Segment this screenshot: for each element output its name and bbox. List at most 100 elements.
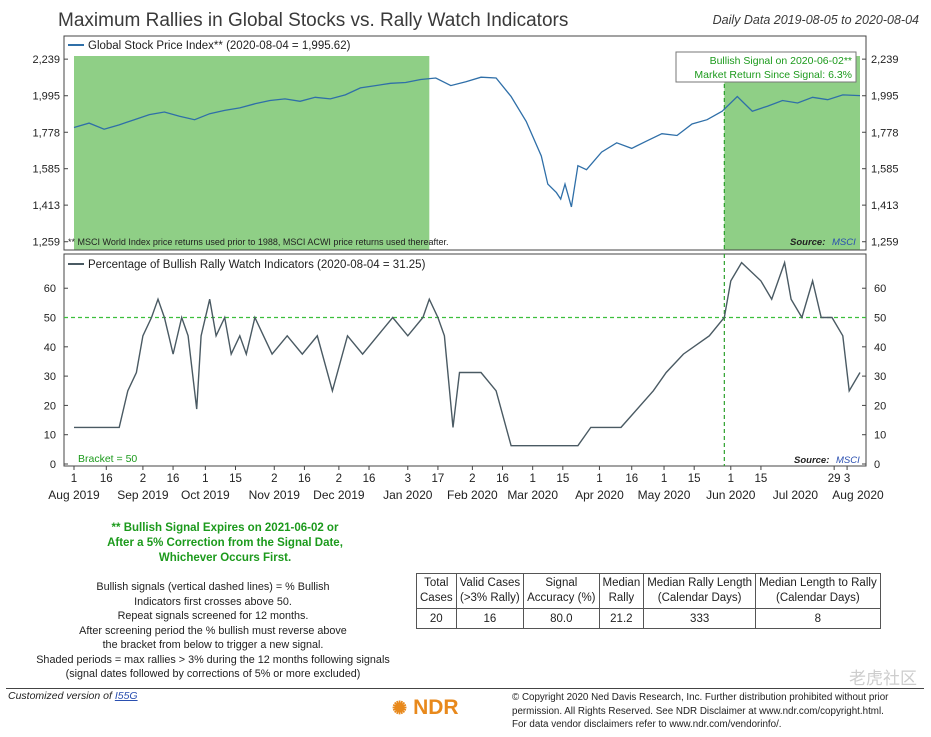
x-tick-label: 17 <box>432 473 445 485</box>
note-line: Indicators first crosses above 50. <box>134 595 292 608</box>
price-footnote: ** MSCI World Index price returns used p… <box>68 237 449 247</box>
shaded-rally-period <box>74 56 430 250</box>
table-header: Valid Cases (>3% Rally) <box>455 573 525 609</box>
y-tick-label: 50 <box>874 313 886 325</box>
top-panel-frame <box>63 35 867 251</box>
logo-text: NDR <box>413 696 459 719</box>
bracket-label: Bracket = 50 <box>78 453 137 465</box>
signal-box-line: Bullish Signal on 2020-06-02** <box>710 55 852 67</box>
x-tick-label: 16 <box>363 473 376 485</box>
y-tick-label: 1,259 <box>871 237 899 249</box>
bull-bear-icon: ✺ <box>392 698 408 718</box>
x-tick-label: 1 <box>728 473 734 485</box>
source-label: Source: <box>794 455 829 466</box>
x-month-label: Jan 2020 <box>383 488 433 502</box>
x-month-label: Mar 2020 <box>507 488 558 502</box>
y-tick-label: 50 <box>44 313 56 325</box>
y-tick-label: 0 <box>874 459 880 471</box>
x-month-label: Apr 2020 <box>575 488 624 502</box>
y-tick-label: 0 <box>50 459 56 471</box>
x-month-label: Oct 2019 <box>181 488 230 502</box>
legend-label: Percentage of Bullish Rally Watch Indica… <box>88 259 426 271</box>
stats-table: Total Cases Valid Cases (>3% Rally) Signal… <box>416 573 881 629</box>
x-tick-label: 1 <box>596 473 602 485</box>
table-header: Median Length to Rally (Calendar Days) <box>755 573 881 609</box>
customized-link[interactable]: I55G <box>114 690 138 702</box>
x-tick-label: 15 <box>688 473 701 485</box>
footer-divider <box>6 688 924 689</box>
note-line: the bracket from below to trigger a new … <box>102 639 324 651</box>
x-tick-label: 29 <box>828 473 841 485</box>
x-month-label: Jun 2020 <box>706 488 756 502</box>
note-line: Shaded periods = max rallies > 3% during… <box>36 653 390 666</box>
bullish-percentage-line <box>74 259 861 447</box>
customized-label: Customized version of <box>8 690 112 702</box>
x-tick-label: 2 <box>140 473 146 485</box>
y-tick-label: 2,239 <box>871 54 899 66</box>
x-tick-label: 1 <box>202 473 208 485</box>
x-month-label: Aug 2019 <box>48 488 100 502</box>
x-tick-label: 2 <box>271 473 277 485</box>
y-tick-label: 2,239 <box>32 54 60 66</box>
table-header: Median Rally Length (Calendar Days) <box>643 573 757 609</box>
table-cell: 16 <box>455 608 525 629</box>
table-cell: 333 <box>643 608 757 629</box>
source-label: Source: <box>790 237 825 248</box>
x-tick-label: 2 <box>336 473 342 485</box>
x-tick-label: 15 <box>229 473 242 485</box>
table-cell: 21.2 <box>598 608 645 629</box>
y-tick-label: 30 <box>44 371 56 383</box>
y-tick-label: 1,995 <box>32 91 60 103</box>
note-line: Bullish signals (vertical dashed lines) … <box>96 581 330 593</box>
y-tick-label: 1,995 <box>871 91 899 103</box>
note-line: (signal dates followed by corrections of… <box>65 668 361 680</box>
x-tick-label: 15 <box>755 473 768 485</box>
y-tick-label: 1,585 <box>32 164 60 176</box>
x-tick-label: 1 <box>661 473 667 485</box>
date-range: Daily Data 2019-08-05 to 2020-08-04 <box>712 13 919 27</box>
y-tick-label: 20 <box>874 400 886 412</box>
y-tick-label: 1,259 <box>32 237 60 249</box>
table-cell: 8 <box>755 608 881 629</box>
table-cell: 20 <box>416 608 457 629</box>
ndr-logo: ✺ NDR <box>392 696 459 720</box>
bottom-panel-frame <box>63 253 867 467</box>
x-tick-label: 16 <box>100 473 113 485</box>
y-tick-label: 1,585 <box>871 164 899 176</box>
source-value: MSCI <box>832 237 856 248</box>
y-tick-label: 40 <box>44 342 56 354</box>
chart-canvas: 1,259 1,259 1,413 1,413 1,585 1,585 1,778 1,778… <box>32 35 899 502</box>
x-month-label: Jul 2020 <box>773 488 819 502</box>
x-month-label: Sep 2019 <box>117 488 169 502</box>
x-tick-label: 16 <box>625 473 638 485</box>
copyright-line: For data vendor disclaimers refer to www… <box>512 719 782 730</box>
y-tick-label: 1,413 <box>32 200 60 212</box>
y-tick-label: 10 <box>874 430 886 442</box>
x-month-label: May 2020 <box>638 488 691 502</box>
x-tick-label: 1 <box>529 473 535 485</box>
x-month-label: Dec 2019 <box>313 488 365 502</box>
y-tick-label: 40 <box>874 342 886 354</box>
methodology-notes: Bullish signals (vertical dashed lines) … <box>18 580 408 682</box>
copyright-text: © Copyright 2020 Ned Davis Research, Inc… <box>512 691 888 732</box>
x-tick-label: 3 <box>844 473 850 485</box>
global-stock-price-line <box>73 76 861 208</box>
x-tick-label: 1 <box>71 473 77 485</box>
table-header-row: Total Cases Valid Cases (>3% Rally) Signal… <box>416 573 881 609</box>
copyright-line: © Copyright 2020 Ned Davis Research, Inc… <box>512 692 889 703</box>
x-month-label: Nov 2019 <box>249 488 301 502</box>
x-tick-label: 15 <box>556 473 569 485</box>
note-line: Repeat signals screened for 12 months. <box>117 610 309 622</box>
y-tick-label: 60 <box>874 283 886 295</box>
table-header: Total Cases <box>416 573 457 609</box>
watermark: 老虎社区 <box>849 669 917 688</box>
x-month-label: Feb 2020 <box>447 488 498 502</box>
table-row: 20 16 80.0 21.2 333 8 <box>416 608 881 629</box>
chart-title: Maximum Rallies in Global Stocks vs. Ral… <box>58 10 569 31</box>
x-tick-label: 16 <box>496 473 509 485</box>
x-tick-label: 3 <box>405 473 411 485</box>
note-line: After screening period the % bullish mus… <box>79 624 347 637</box>
y-tick-label: 30 <box>874 371 886 383</box>
x-month-label: Aug 2020 <box>832 488 884 502</box>
signal-box-line: Market Return Since Signal: 6.3% <box>694 69 852 81</box>
